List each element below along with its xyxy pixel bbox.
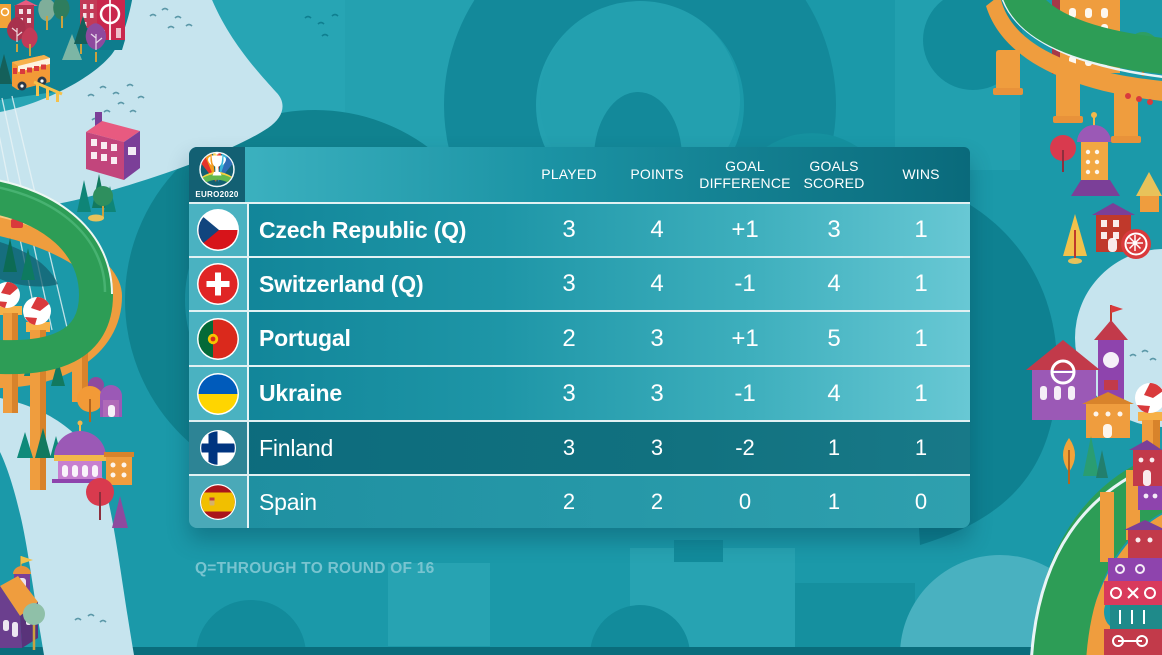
svg-text:EURO2020: EURO2020	[195, 190, 239, 199]
